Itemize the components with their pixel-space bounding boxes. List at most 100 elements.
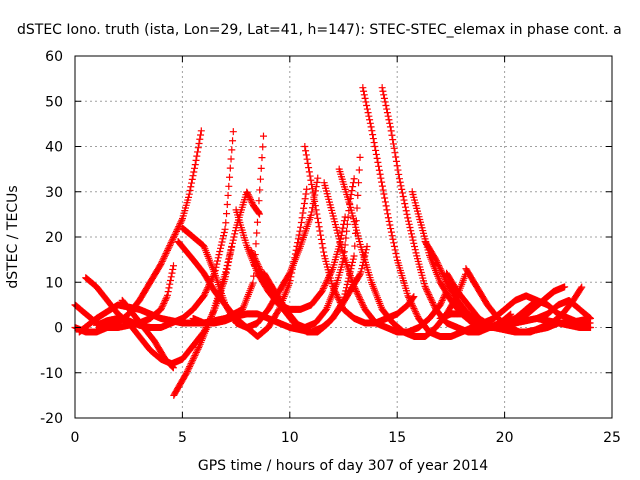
data-point [248,199,256,207]
data-point [223,262,231,270]
data-point [398,185,406,193]
data-point [367,123,375,131]
data-point [322,278,330,286]
data-point [371,143,379,150]
data-point [169,265,177,273]
data-point [399,193,407,201]
data-point [406,297,414,305]
data-point [404,217,412,225]
data-point [314,174,322,182]
data-point [185,190,193,198]
data-point [299,209,307,217]
data-point [382,101,390,109]
data-point [389,140,397,148]
data-point [506,311,514,319]
data-point [436,265,444,273]
data-point [188,175,196,183]
x-tick-label: 25 [603,430,621,446]
data-point [385,217,393,225]
data-point [163,291,171,299]
data-point [191,161,199,169]
data-point [256,175,264,183]
data-point [352,288,360,296]
data-point [305,164,313,172]
data-point [191,352,199,360]
y-tick-label: 40 [45,140,63,156]
data-point [305,168,313,176]
data-point [408,300,416,308]
data-point [199,242,207,250]
data-point [217,244,225,252]
data-point [386,221,394,229]
data-point [172,227,180,235]
data-point [423,286,431,294]
data-point [314,214,322,222]
data-point [407,298,415,306]
data-point [194,144,202,152]
data-point [432,257,440,265]
data-point [214,254,222,262]
data-point [429,298,437,306]
data-point [200,292,208,300]
data-point [439,295,447,303]
y-tick-label: 50 [45,94,63,110]
data-point [255,197,263,205]
data-point [252,240,260,248]
data-point [577,284,585,292]
data-point [192,156,200,164]
data-point [429,300,437,308]
data-point [374,158,382,166]
data-point [249,250,257,258]
x-tick-label: 0 [71,430,80,446]
data-point [405,220,413,228]
data-point [388,131,396,139]
data-series [436,310,595,336]
data-point [308,208,316,216]
data-point [343,281,351,289]
data-point [432,255,440,263]
data-point [380,94,388,102]
data-point [392,153,400,161]
data-point [332,289,340,297]
x-tick-label: 15 [388,430,406,446]
x-axis-title: GPS time / hours of day 307 of year 2014 [198,458,488,474]
data-point [413,311,421,319]
data-point [191,164,199,172]
data-point [357,268,365,276]
data-point [433,258,441,266]
data-point [226,173,234,181]
data-point [378,182,386,190]
data-point [411,306,419,314]
data-point [408,233,416,241]
data-point [221,225,229,233]
data-point [258,154,266,162]
data-point [348,187,356,195]
data-point [354,191,362,199]
data-point [436,301,444,309]
data-point [220,232,228,240]
data-point [427,295,435,303]
data-point [300,200,308,208]
data-point [231,227,239,235]
data-point [225,252,233,260]
data-point [397,182,405,190]
data-point [438,297,446,305]
data-point [350,283,358,291]
data-point [363,243,371,251]
data-point [405,295,413,303]
data-point [351,242,359,250]
data-point [214,257,222,265]
y-tick-label: 60 [45,49,63,65]
data-point [160,254,168,262]
data-point [389,235,397,243]
data-point [352,286,360,294]
data-point [223,201,231,209]
data-point [338,228,346,236]
data-point [407,227,415,235]
data-point [312,183,320,191]
data-point [405,293,413,301]
data-point [157,259,165,267]
data-point [404,292,412,300]
data-point [424,289,432,297]
data-point [356,271,364,279]
